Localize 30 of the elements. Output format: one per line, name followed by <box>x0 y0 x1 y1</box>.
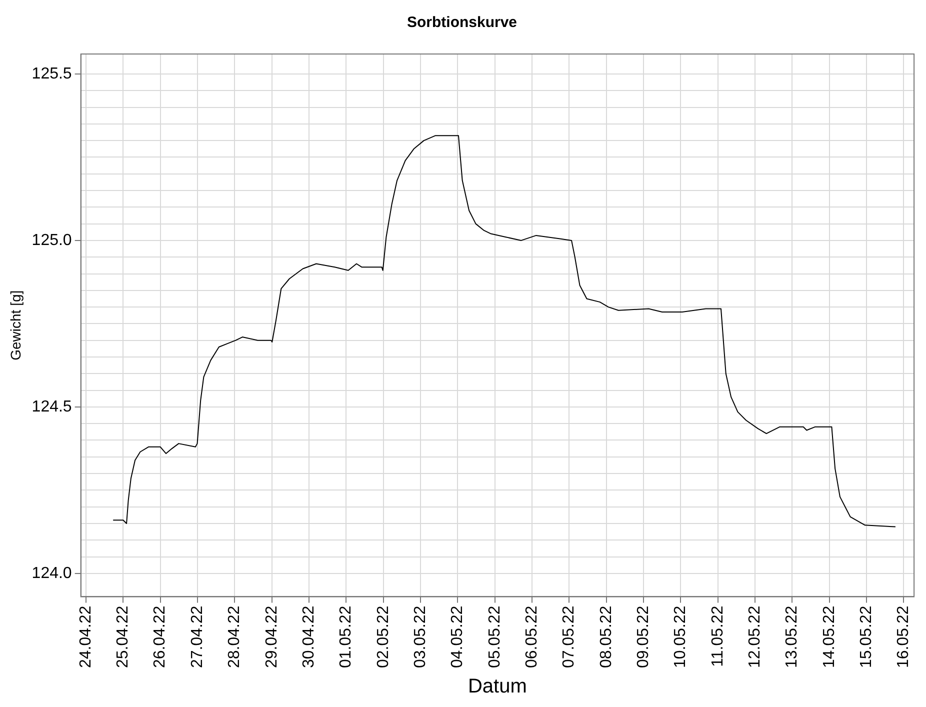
x-tick-label: 11.05.22 <box>709 606 726 667</box>
x-tick-label: 05.05.22 <box>486 606 504 668</box>
x-tick-label: 10.05.22 <box>672 606 690 668</box>
x-tick-label: 14.05.22 <box>820 606 838 668</box>
x-tick-label: 06.05.22 <box>523 606 540 668</box>
x-tick-label: 12.05.22 <box>746 606 764 668</box>
x-tick-label: 29.04.22 <box>263 606 280 668</box>
x-tick-label: 08.05.22 <box>598 606 615 668</box>
x-tick-label: 16.05.22 <box>895 606 912 668</box>
x-tick-label: 02.05.22 <box>374 606 392 668</box>
x-tick-label: 25.04.22 <box>114 606 132 668</box>
x-tick-label: 09.05.22 <box>634 606 652 668</box>
y-axis-title: Gewicht [g] <box>7 290 24 360</box>
x-tick-label: 07.05.22 <box>560 606 578 668</box>
y-tick-label: 124.5 <box>32 398 72 416</box>
x-tick-label: 03.05.22 <box>412 606 429 668</box>
x-tick-label: 15.05.22 <box>858 606 875 668</box>
x-tick-label: 30.04.22 <box>300 606 318 668</box>
x-axis-title: Datum <box>468 676 527 698</box>
x-tick-label: 13.05.22 <box>784 606 801 668</box>
y-tick-label: 125.0 <box>32 232 72 249</box>
x-tick-label: 26.04.22 <box>152 606 169 668</box>
x-tick-label: 01.05.22 <box>338 606 355 668</box>
x-tick-label: 28.04.22 <box>226 606 244 668</box>
x-tick-label: 27.04.22 <box>188 606 206 668</box>
x-tick-label: 24.04.22 <box>77 606 94 668</box>
y-tick-label: 125.5 <box>32 65 72 82</box>
y-tick-label: 124.0 <box>32 564 72 582</box>
chart-title: Sorbtionskurve <box>406 14 518 32</box>
x-tick-label: 04.05.22 <box>449 606 466 668</box>
